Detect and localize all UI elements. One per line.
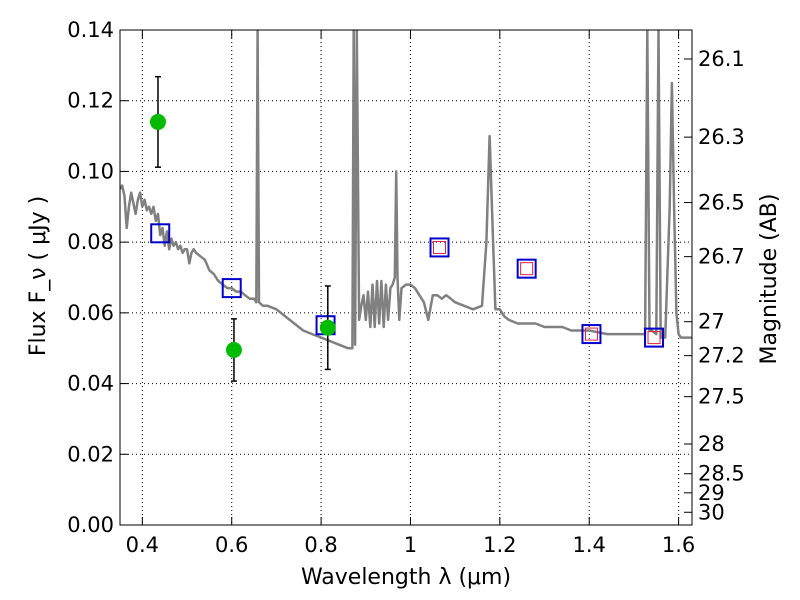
- model-flux-square: [429, 237, 450, 258]
- observed-flux-point: [319, 319, 336, 336]
- y-tick-label: 0.02: [67, 442, 114, 466]
- x-tick-label: 0.4: [126, 533, 159, 557]
- right-tick-label: 26.7: [698, 245, 745, 269]
- right-axis-label: Magnitude (AB): [757, 194, 782, 365]
- synthetic-flux-square: [647, 331, 661, 345]
- right-tick-label: 29: [698, 481, 725, 505]
- model-flux-square: [581, 324, 602, 345]
- right-tick-label: 27.5: [698, 385, 745, 409]
- model-flux-square: [221, 278, 242, 299]
- x-tick-label: 1.6: [662, 533, 695, 557]
- right-tick-label: 28: [698, 432, 725, 456]
- right-tick-label: 26.1: [698, 47, 745, 71]
- y-tick-label: 0.06: [67, 301, 114, 325]
- y-tick-label: 0.08: [67, 230, 114, 254]
- y-axis-label: Flux F_ν ( μJy ): [26, 196, 51, 356]
- model-flux-square: [516, 258, 537, 279]
- axes: 0.4 0.6 0.8 1 1.2 1.4 1.6 0.00 0.02 0.04 0.06 0.08 0…: [67, 18, 745, 557]
- right-tick-label: 30: [698, 500, 725, 524]
- plot-area: [120, 30, 692, 382]
- right-tick-label: 27: [698, 310, 725, 334]
- model-flux-square: [150, 223, 171, 244]
- synthetic-flux-square: [520, 262, 534, 276]
- y-tick-label: 0.12: [67, 89, 114, 113]
- observed-flux-point: [225, 341, 242, 358]
- observed-flux-point: [149, 113, 166, 130]
- right-tick-label: 26.3: [698, 125, 745, 149]
- x-tick-label: 0.8: [304, 533, 337, 557]
- synthetic-flux-square: [584, 327, 598, 341]
- x-tick-label: 1.2: [483, 533, 516, 557]
- synthetic-flux-square: [433, 240, 447, 254]
- y-tick-label: 0.04: [67, 372, 114, 396]
- x-tick-label: 0.6: [215, 533, 248, 557]
- right-tick-label: 26.5: [698, 191, 745, 215]
- right-tick-label: 28.5: [698, 462, 745, 486]
- plot-frame: [119, 29, 693, 526]
- model-spectrum-line: [120, 30, 692, 350]
- model-flux-square: [644, 327, 665, 348]
- x-tick-label: 1: [404, 533, 417, 557]
- y-tick-label: 0.00: [67, 513, 114, 537]
- y-tick-label: 0.10: [67, 159, 114, 183]
- x-tick-label: 1.4: [573, 533, 606, 557]
- x-axis-label: Wavelength λ (μm): [301, 565, 511, 590]
- y-tick-label: 0.14: [67, 18, 114, 42]
- right-tick-label: 27.2: [698, 344, 745, 368]
